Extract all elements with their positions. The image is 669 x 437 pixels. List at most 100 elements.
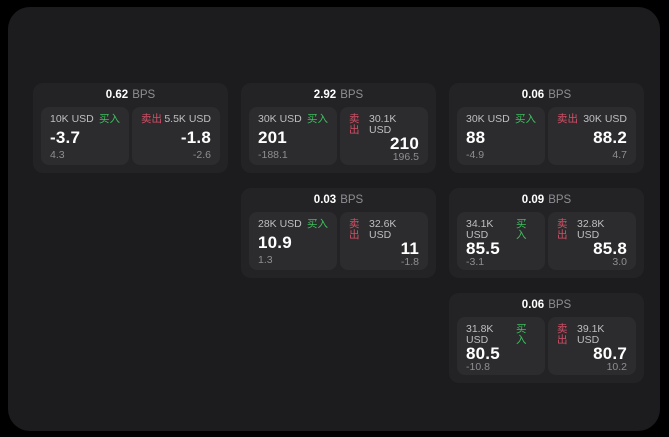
sell-price-change: 4.7 <box>612 148 627 161</box>
buy-quote-price: 85.5 <box>466 239 500 258</box>
bps-unit-label: BPS <box>340 193 364 206</box>
quotes-panel: 0.62 BPS 10K USD 买入 -3.7 4.3 卖出 5.5K USD <box>8 7 660 431</box>
buy-quote-tile[interactable]: 30K USD 买入 201 -188.1 <box>249 107 337 165</box>
sell-notional-amount: 5.5K USD <box>164 113 211 125</box>
sell-label: 卖出 <box>557 218 568 241</box>
sell-notional-amount: 32.6K USD <box>368 218 397 241</box>
bps-header: 0.06 BPS <box>449 293 644 316</box>
buy-tile-header: 34.1K USD 买入 <box>466 219 536 240</box>
buy-notional-amount: 28K USD <box>258 218 302 230</box>
quote-card: 0.06 BPS 30K USD 买入 88 -4.9 卖出 30K USD <box>449 83 644 173</box>
buy-quote-tile[interactable]: 31.8K USD 买入 80.5 -10.8 <box>457 317 545 375</box>
bps-header: 0.06 BPS <box>449 83 644 106</box>
buy-quote-price: 201 <box>258 127 287 147</box>
sell-quote-tile[interactable]: 卖出 32.8K USD 85.8 3.0 <box>548 212 636 270</box>
sell-tile-header: 卖出 32.6K USD <box>349 219 419 240</box>
buy-notional-amount: 10K USD <box>50 113 94 125</box>
bps-value: 0.09 <box>521 193 545 206</box>
sell-label: 卖出 <box>557 323 568 346</box>
sell-notional-amount: 30.1K USD <box>368 113 397 136</box>
bps-header: 0.62 BPS <box>33 83 228 106</box>
quote-card-body: 30K USD 买入 88 -4.9 卖出 30K USD 88.2 4.7 <box>449 106 644 173</box>
sell-price-change: 3.0 <box>612 256 627 268</box>
buy-label: 买入 <box>307 113 328 125</box>
sell-quote-tile[interactable]: 卖出 30K USD 88.2 4.7 <box>548 107 636 165</box>
sell-label: 卖出 <box>349 113 360 136</box>
bps-value: 2.92 <box>313 88 337 101</box>
bps-unit-label: BPS <box>132 88 156 101</box>
quote-card-body: 10K USD 买入 -3.7 4.3 卖出 5.5K USD -1.8 -2.… <box>33 106 228 173</box>
bps-value: 0.62 <box>105 88 129 101</box>
sell-tile-header: 卖出 32.8K USD <box>557 219 627 240</box>
sell-quote-tile[interactable]: 卖出 5.5K USD -1.8 -2.6 <box>132 107 220 165</box>
buy-quote-tile[interactable]: 34.1K USD 买入 85.5 -3.1 <box>457 212 545 270</box>
bps-value: 0.06 <box>521 88 545 101</box>
bps-value: 0.03 <box>313 193 337 206</box>
sell-price-change: 10.2 <box>606 361 627 373</box>
sell-notional-amount: 32.8K USD <box>576 218 605 241</box>
sell-notional-amount: 39.1K USD <box>576 323 605 346</box>
sell-quote-price: -1.8 <box>180 127 211 147</box>
bps-header: 0.03 BPS <box>241 188 436 211</box>
buy-tile-header: 30K USD 买入 <box>258 114 328 125</box>
sell-notional-amount: 30K USD <box>583 113 627 125</box>
sell-price-change: 196.5 <box>392 151 419 163</box>
quote-card: 2.92 BPS 30K USD 买入 201 -188.1 卖出 30.1K … <box>241 83 436 173</box>
bps-value: 0.06 <box>521 298 545 311</box>
buy-price-change: -10.8 <box>466 361 490 373</box>
quote-card-body: 30K USD 买入 201 -188.1 卖出 30.1K USD 210 1… <box>241 106 436 173</box>
sell-price-change: -1.8 <box>400 256 419 268</box>
quote-card-body: 34.1K USD 买入 85.5 -3.1 卖出 32.8K USD 85.8… <box>449 211 644 278</box>
bps-unit-label: BPS <box>548 298 572 311</box>
sell-tile-header: 卖出 30K USD <box>557 114 627 125</box>
sell-quote-tile[interactable]: 卖出 32.6K USD 11 -1.8 <box>340 212 428 270</box>
quote-card-grid: 0.62 BPS 10K USD 买入 -3.7 4.3 卖出 5.5K USD <box>33 83 644 383</box>
sell-quote-price: 210 <box>390 134 419 153</box>
sell-price-change: -2.6 <box>192 148 211 161</box>
quote-card: 0.09 BPS 34.1K USD 买入 85.5 -3.1 卖出 32.8K… <box>449 188 644 278</box>
buy-quote-price: 80.5 <box>466 344 500 363</box>
sell-tile-header: 卖出 5.5K USD <box>141 114 211 125</box>
sell-quote-tile[interactable]: 卖出 39.1K USD 80.7 10.2 <box>548 317 636 375</box>
buy-tile-header: 10K USD 买入 <box>50 114 120 125</box>
bps-unit-label: BPS <box>340 88 364 101</box>
sell-label: 卖出 <box>141 113 162 125</box>
buy-quote-tile[interactable]: 28K USD 买入 10.9 1.3 <box>249 212 337 270</box>
buy-price-change: 4.3 <box>50 148 65 161</box>
buy-quote-price: -3.7 <box>50 127 81 147</box>
bps-header: 2.92 BPS <box>241 83 436 106</box>
buy-notional-amount: 30K USD <box>466 113 510 125</box>
buy-label: 买入 <box>516 323 527 346</box>
quote-card-body: 31.8K USD 买入 80.5 -10.8 卖出 39.1K USD 80.… <box>449 316 644 383</box>
quote-card-body: 28K USD 买入 10.9 1.3 卖出 32.6K USD 11 -1.8 <box>241 211 436 278</box>
buy-notional-amount: 31.8K USD <box>466 323 494 346</box>
buy-quote-price: 88 <box>466 127 486 147</box>
sell-tile-header: 卖出 39.1K USD <box>557 324 627 345</box>
sell-quote-price: 85.8 <box>593 239 627 258</box>
sell-label: 卖出 <box>349 218 360 241</box>
sell-quote-tile[interactable]: 卖出 30.1K USD 210 196.5 <box>340 107 428 165</box>
quote-card: 0.03 BPS 28K USD 买入 10.9 1.3 卖出 32.6K US… <box>241 188 436 278</box>
sell-tile-header: 卖出 30.1K USD <box>349 114 419 135</box>
bps-unit-label: BPS <box>548 88 572 101</box>
buy-label: 买入 <box>307 218 328 230</box>
buy-label: 买入 <box>515 113 536 125</box>
sell-quote-price: 80.7 <box>593 344 627 363</box>
buy-notional-amount: 30K USD <box>258 113 302 125</box>
buy-quote-tile[interactable]: 10K USD 买入 -3.7 4.3 <box>41 107 129 165</box>
buy-tile-header: 28K USD 买入 <box>258 219 328 230</box>
buy-price-change: 1.3 <box>258 253 273 266</box>
buy-price-change: -4.9 <box>466 148 485 161</box>
quote-card: 0.06 BPS 31.8K USD 买入 80.5 -10.8 卖出 39.1… <box>449 293 644 383</box>
buy-tile-header: 31.8K USD 买入 <box>466 324 536 345</box>
buy-price-change: -3.1 <box>466 256 485 268</box>
buy-quote-tile[interactable]: 30K USD 买入 88 -4.9 <box>457 107 545 165</box>
bps-header: 0.09 BPS <box>449 188 644 211</box>
sell-quote-price: 11 <box>400 239 419 258</box>
sell-label: 卖出 <box>557 113 578 125</box>
buy-label: 买入 <box>99 113 120 125</box>
buy-notional-amount: 34.1K USD <box>466 218 494 241</box>
buy-label: 买入 <box>516 218 527 241</box>
quote-card: 0.62 BPS 10K USD 买入 -3.7 4.3 卖出 5.5K USD <box>33 83 228 173</box>
bps-unit-label: BPS <box>548 193 572 206</box>
